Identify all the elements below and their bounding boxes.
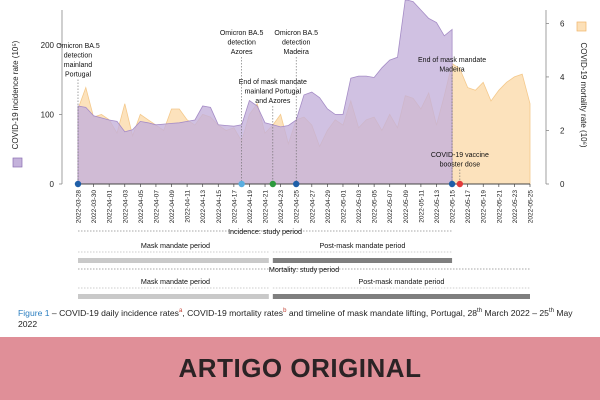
x-tick-label: 2022-05-05: [372, 190, 379, 224]
series-area-incidence: [77, 0, 453, 185]
figure-caption: Figure 1 – COVID-19 daily incidence rate…: [18, 306, 584, 330]
event-label: Omicron BA.5: [56, 43, 100, 50]
x-tick-label: 2022-05-09: [403, 190, 410, 224]
period-label: Mortality: study period: [269, 265, 339, 274]
chart: 0 100 200 0 2 4 6 COVID-19 incidence rate (10⁵)…: [11, 0, 588, 299]
y-tick-label-right: 6: [560, 19, 565, 28]
y-tick-label-right: 0: [560, 180, 565, 189]
caption-text-1: – COVID-19 daily incidence rates: [49, 307, 179, 318]
y-tick-label-left: 200: [41, 41, 55, 50]
x-tick-label: 2022-04-29: [325, 190, 332, 224]
y-tick-label-right: 2: [560, 126, 565, 135]
x-tick-label: 2022-04-07: [153, 190, 160, 224]
period-label: Incidence: study period: [228, 227, 302, 236]
x-tick-label: 2022-04-21: [263, 190, 270, 224]
x-tick-label: 2022-04-01: [107, 190, 114, 224]
x-tick-label: 2022-04-19: [247, 190, 254, 224]
event-label: Azores: [231, 49, 253, 56]
x-tick-label: 2022-04-27: [309, 190, 316, 224]
period-label: Mask mandate period: [141, 241, 210, 250]
x-tick-label: 2022-05-17: [465, 190, 472, 224]
x-tick-label: 2022-04-23: [278, 190, 285, 224]
caption-sup-2: th: [548, 308, 554, 314]
legend-swatch-mortality: [576, 21, 587, 32]
event-label: Madeira: [284, 49, 309, 56]
x-tick-label: 2022-05-15: [450, 190, 457, 224]
x-tick-label: 2022-03-28: [76, 190, 83, 224]
caption-text-5: May 2022: [18, 307, 573, 329]
x-tick-label: 2022-04-09: [169, 190, 176, 224]
event-marker: [448, 180, 456, 188]
x-tick-label: 2022-05-03: [356, 190, 363, 224]
event-label: detection: [64, 53, 93, 60]
event-label: booster dose: [440, 162, 481, 169]
period-label: Mask mandate period: [141, 277, 210, 286]
event-label: detection: [227, 40, 256, 47]
x-tick-label: 2022-05-07: [387, 190, 394, 224]
x-tick-label: 2022-04-25: [294, 190, 301, 224]
period-bar: [272, 258, 453, 263]
x-tick-label: 2022-05-13: [434, 190, 441, 224]
y-axis-title-right: COVID-19 mortality rate (10⁶): [579, 42, 588, 147]
caption-text-3: and timeline of mask mandate lifting, Po…: [286, 307, 478, 318]
x-tick-label: 2022-05-23: [512, 190, 519, 224]
period-bar: [78, 294, 269, 299]
caption-figure-label: Figure 1: [18, 307, 50, 318]
event-label: and Azores: [255, 98, 291, 105]
event-marker: [456, 180, 464, 188]
legend-swatch-incidence: [12, 157, 23, 168]
section-banner: ARTIGO ORIGINAL: [0, 337, 600, 400]
event-label: mainland: [64, 62, 93, 69]
event-label: Madeira: [439, 67, 464, 74]
x-tick-label: 2022-03-30: [91, 190, 98, 224]
event-label: End of mask mandate: [418, 57, 486, 64]
event-label: mainland Portugal: [245, 89, 302, 96]
x-tick-label: 2022-05-25: [528, 190, 535, 224]
event-label: Omicron BA.5: [274, 30, 318, 37]
section-banner-title: ARTIGO ORIGINAL: [178, 353, 422, 383]
event-label: Omicron BA.5: [220, 30, 264, 37]
event-marker: [238, 180, 245, 188]
y-tick-label-left: 0: [50, 180, 55, 189]
event-marker: [293, 180, 300, 188]
caption-sup-1: th: [477, 308, 483, 314]
event-label: COVID-19 vaccine: [431, 152, 489, 159]
x-tick-label: 2022-04-17: [231, 190, 238, 224]
x-tick-label: 2022-04-03: [122, 190, 129, 224]
x-tick-label: 2022-05-21: [496, 190, 503, 224]
y-tick-label-right: 4: [560, 73, 565, 82]
period-label: Post-mask mandate period: [358, 277, 444, 286]
x-tick-label: 2022-05-19: [481, 190, 488, 224]
period-bar: [272, 294, 530, 299]
x-tick-label: 2022-04-11: [185, 190, 192, 223]
x-tick-label: 2022-04-05: [138, 190, 145, 224]
event-label: End of mask mandate: [239, 79, 307, 86]
event-marker: [269, 180, 277, 188]
period-bar: [78, 258, 269, 263]
x-tick-label: 2022-05-11: [418, 190, 425, 223]
x-tick-label: 2022-04-13: [200, 190, 207, 224]
x-tick-label: 2022-05-01: [340, 190, 347, 224]
y-tick-label-left: 100: [41, 110, 55, 119]
event-label: Portugal: [65, 72, 92, 79]
period-label: Post-mask mandate period: [319, 241, 405, 250]
caption-text-4: March 2022 – 25: [482, 307, 549, 318]
caption-text-2: , COVID-19 mortality rates: [182, 307, 284, 318]
x-tick-label: 2022-04-15: [216, 190, 223, 224]
event-label: detection: [282, 40, 311, 47]
event-marker: [74, 180, 82, 188]
caption-mark-a: a: [178, 308, 183, 314]
caption-mark-b: b: [283, 308, 287, 314]
y-axis-title-left: COVID-19 incidence rate (10⁵): [11, 40, 20, 149]
